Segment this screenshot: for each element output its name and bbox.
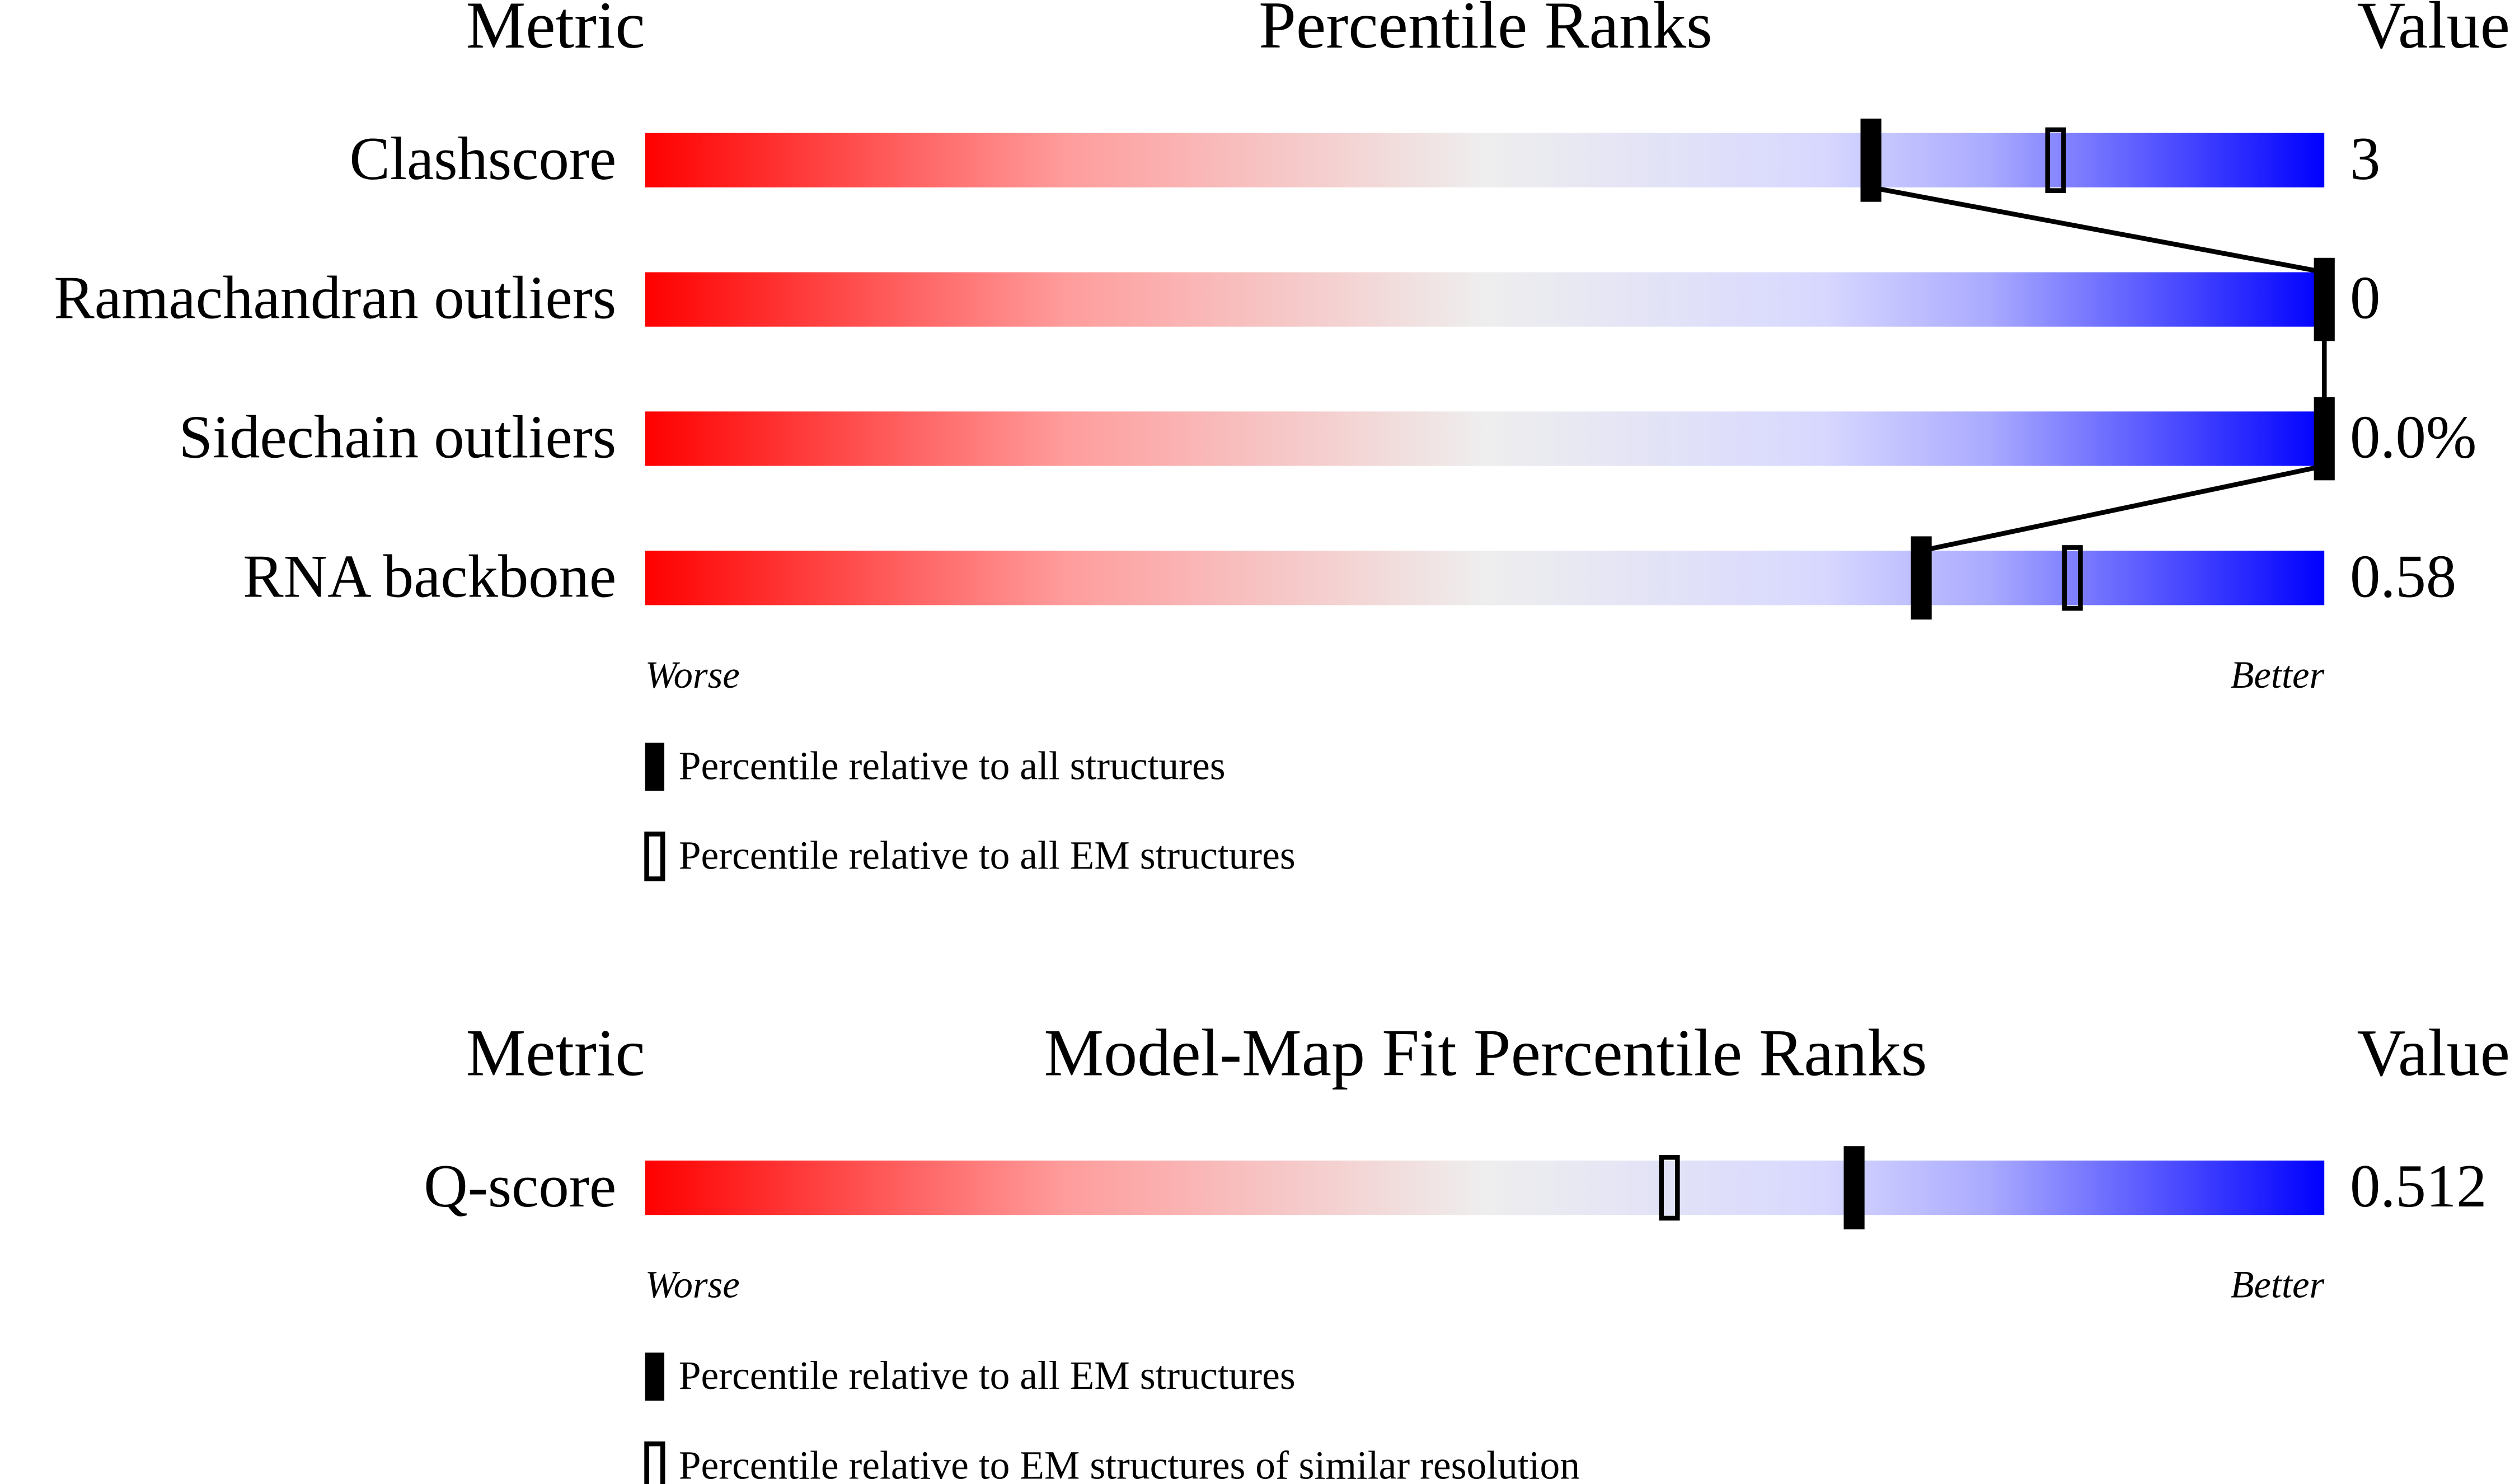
legend-marker-open — [644, 1441, 665, 1484]
metric-value: 0 — [2350, 264, 2380, 332]
panel-title: Percentile Ranks — [1259, 0, 1713, 62]
metric-value: 0.0% — [2350, 403, 2476, 471]
metric-value: 0.512 — [2350, 1152, 2487, 1220]
better-label: Better — [2231, 1264, 2325, 1306]
legend-marker-open — [644, 832, 665, 881]
percentile-marker-filled — [2314, 257, 2335, 341]
better-label: Better — [2231, 654, 2325, 696]
metric-label: Clashscore — [349, 125, 616, 192]
percentile-bar — [645, 1160, 2325, 1215]
percentile-marker-filled — [1860, 118, 1882, 202]
legend-label: Percentile relative to all EM structures — [679, 834, 1296, 878]
value-header: Value — [2357, 1015, 2510, 1089]
worse-label: Worse — [645, 654, 740, 696]
percentile-marker-filled — [2314, 397, 2335, 481]
value-header: Value — [2357, 0, 2510, 62]
percentile-marker-open — [2062, 545, 2083, 611]
metric-label: Sidechain outliers — [179, 403, 616, 471]
metric-label: RNA backbone — [243, 542, 616, 610]
connector — [1870, 185, 2325, 275]
metric-value: 3 — [2350, 125, 2380, 192]
metric-label: Ramachandran outliers — [54, 264, 616, 332]
metric-header: Metric — [466, 1015, 645, 1089]
panel-title: Model-Map Fit Percentile Ranks — [1044, 1015, 1927, 1089]
legend-marker-filled — [645, 743, 665, 791]
percentile-bar — [645, 411, 2325, 466]
percentile-marker-open — [1659, 1154, 1680, 1221]
metric-label: Q-score — [424, 1152, 616, 1220]
legend-label: Percentile relative to EM structures of … — [679, 1443, 1580, 1484]
connector — [1921, 463, 2325, 553]
percentile-marker-open — [2045, 127, 2066, 193]
percentile-bar — [645, 133, 2325, 187]
percentile-bar — [645, 272, 2325, 327]
percentile-marker-filled — [1911, 536, 1932, 620]
legend-label: Percentile relative to all EM structures — [679, 1354, 1296, 1398]
metric-value: 0.58 — [2350, 542, 2456, 610]
metric-header: Metric — [466, 0, 645, 62]
worse-label: Worse — [645, 1264, 740, 1306]
legend-marker-filled — [645, 1352, 665, 1401]
legend-label: Percentile relative to all structures — [679, 744, 1226, 788]
percentile-bar — [645, 551, 2325, 605]
percentile-marker-filled — [1843, 1146, 1865, 1229]
